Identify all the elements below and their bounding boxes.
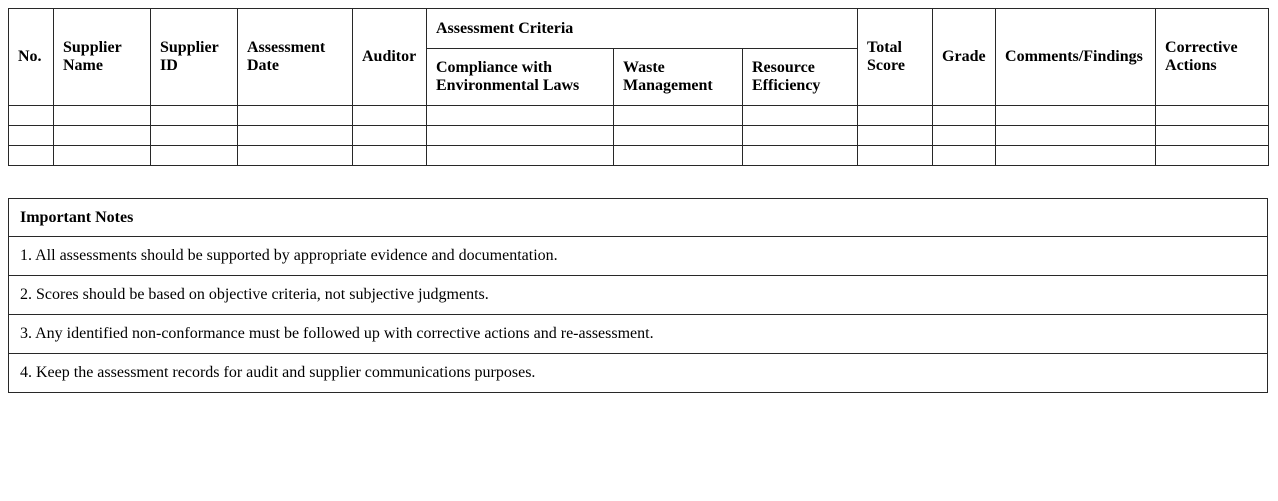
note-item-4: 4. Keep the assessment records for audit… bbox=[8, 353, 1268, 393]
col-header-criteria-compliance: Compliance with Environmental Laws bbox=[426, 48, 614, 106]
empty-data-cell bbox=[53, 125, 151, 146]
note-item-1: 1. All assessments should be supported b… bbox=[8, 236, 1268, 276]
col-header-grade: Grade bbox=[932, 8, 997, 106]
empty-data-cell bbox=[352, 125, 427, 146]
empty-data-cell bbox=[1155, 145, 1270, 166]
empty-data-cell bbox=[1155, 125, 1270, 146]
empty-data-cell bbox=[995, 105, 1157, 126]
col-header-assessment-criteria: Assessment Criteria bbox=[425, 8, 859, 49]
empty-data-cell bbox=[426, 125, 614, 146]
empty-data-row bbox=[8, 105, 1270, 126]
col-header-criteria-waste: Waste Management bbox=[613, 48, 743, 106]
empty-data-cell bbox=[8, 105, 54, 126]
col-header-auditor: Auditor bbox=[352, 8, 427, 106]
header-row-1: No. Supplier Name Supplier ID Assessment… bbox=[8, 8, 1270, 106]
empty-data-cell bbox=[53, 105, 151, 126]
empty-data-cell bbox=[237, 105, 353, 126]
empty-data-cell bbox=[352, 145, 427, 166]
empty-data-cell bbox=[741, 105, 859, 126]
supplier-assessment-table: No. Supplier Name Supplier ID Assessment… bbox=[8, 8, 1270, 166]
empty-data-cell bbox=[352, 105, 427, 126]
empty-data-cell bbox=[741, 145, 859, 166]
assessment-table-header: No. Supplier Name Supplier ID Assessment… bbox=[8, 8, 1270, 106]
empty-data-cell bbox=[426, 105, 614, 126]
empty-data-cell bbox=[857, 145, 934, 166]
col-header-no: No. bbox=[8, 8, 54, 106]
note-row: 4. Keep the assessment records for audit… bbox=[8, 353, 1268, 393]
empty-data-cell bbox=[932, 105, 997, 126]
notes-title: Important Notes bbox=[8, 198, 1268, 237]
col-header-criteria-resource: Resource Efficiency bbox=[741, 48, 859, 106]
empty-data-cell bbox=[150, 105, 238, 126]
empty-data-cell bbox=[932, 145, 997, 166]
empty-data-cell bbox=[857, 105, 934, 126]
empty-data-cell bbox=[613, 125, 743, 146]
empty-data-row bbox=[8, 125, 1270, 146]
empty-data-cell bbox=[613, 105, 743, 126]
empty-data-cell bbox=[426, 145, 614, 166]
empty-data-cell bbox=[8, 125, 54, 146]
empty-data-cell bbox=[932, 125, 997, 146]
empty-data-cell bbox=[237, 125, 353, 146]
note-item-2: 2. Scores should be based on objective c… bbox=[8, 275, 1268, 315]
empty-data-cell bbox=[613, 145, 743, 166]
header-row-2: Compliance with Environmental Laws Waste… bbox=[9, 48, 1269, 106]
empty-data-cell bbox=[150, 125, 238, 146]
important-notes-table: Important Notes 1. All assessments shoul… bbox=[8, 198, 1268, 393]
empty-data-cell bbox=[1155, 105, 1270, 126]
empty-data-cell bbox=[150, 145, 238, 166]
note-row: 1. All assessments should be supported b… bbox=[8, 236, 1268, 276]
col-header-assessment-date: Assessment Date bbox=[237, 8, 353, 106]
empty-data-cell bbox=[237, 145, 353, 166]
notes-header-row: Important Notes bbox=[8, 198, 1268, 237]
col-header-corrective-actions: Corrective Actions bbox=[1155, 8, 1270, 106]
empty-data-cell bbox=[8, 145, 54, 166]
col-header-supplier-id: Supplier ID bbox=[150, 8, 238, 106]
assessment-table-body bbox=[8, 105, 1270, 166]
note-row: 3. Any identified non-conformance must b… bbox=[8, 314, 1268, 354]
empty-data-row bbox=[8, 145, 1270, 166]
empty-data-cell bbox=[857, 125, 934, 146]
note-item-3: 3. Any identified non-conformance must b… bbox=[8, 314, 1268, 354]
empty-data-cell bbox=[995, 145, 1157, 166]
empty-data-cell bbox=[995, 125, 1157, 146]
col-header-comments-findings: Comments/Findings bbox=[995, 8, 1157, 106]
empty-data-cell bbox=[741, 125, 859, 146]
empty-data-cell bbox=[53, 145, 151, 166]
col-header-supplier-name: Supplier Name bbox=[53, 8, 151, 106]
note-row: 2. Scores should be based on objective c… bbox=[8, 275, 1268, 315]
col-header-total-score: Total Score bbox=[857, 8, 934, 106]
